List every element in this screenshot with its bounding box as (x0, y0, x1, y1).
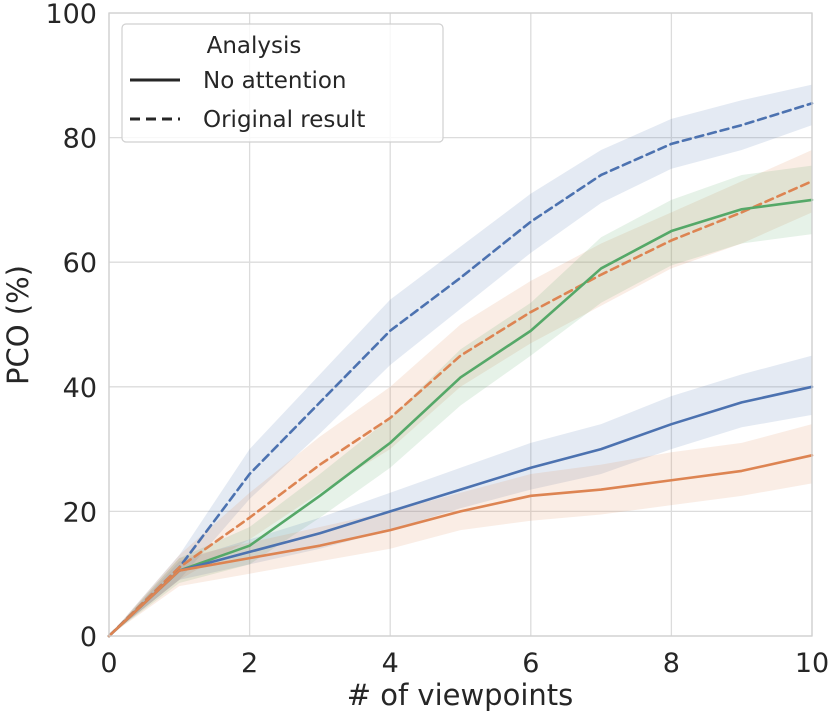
x-tick-label: 4 (382, 648, 399, 679)
series-3-line (107, 385, 814, 638)
x-axis-label: # of viewpoints (347, 678, 574, 712)
series-1-line (107, 179, 814, 638)
x-tick-label: 8 (663, 648, 680, 679)
x-tick-label: 2 (241, 648, 258, 679)
series-1-band (109, 150, 812, 636)
series-4-band (109, 424, 812, 636)
confidence-bands (109, 84, 812, 636)
series-lines (107, 102, 814, 638)
legend-title: Analysis (207, 33, 302, 59)
y-tick-label: 40 (63, 373, 97, 404)
y-tick-label: 80 (63, 124, 97, 155)
plot-frame (108, 12, 813, 637)
x-tick-label: 6 (522, 648, 539, 679)
y-tick-label: 20 (63, 497, 97, 528)
x-tick-label: 0 (100, 648, 117, 679)
series-0-line (107, 102, 814, 638)
series-2-band (109, 165, 812, 636)
y-tick-label: 100 (45, 0, 97, 30)
x-tick-labels: 0 2 4 6 8 10 (100, 648, 829, 679)
series-3-band (109, 355, 812, 636)
legend: Analysis No attention Original result (121, 23, 444, 143)
series-2-line (107, 198, 814, 638)
legend-label-original-result: Original result (203, 107, 365, 133)
series-0-band (109, 84, 812, 636)
legend-label-no-attention: No attention (203, 68, 347, 94)
series-4-line (107, 454, 814, 638)
y-tick-labels: 0 20 40 60 80 100 (45, 0, 97, 653)
legend-box (121, 23, 444, 143)
y-tick-label: 0 (80, 622, 97, 653)
y-axis-label: PCO (%) (1, 265, 35, 385)
y-tick-label: 60 (63, 248, 97, 279)
x-tick-label: 10 (795, 648, 829, 679)
